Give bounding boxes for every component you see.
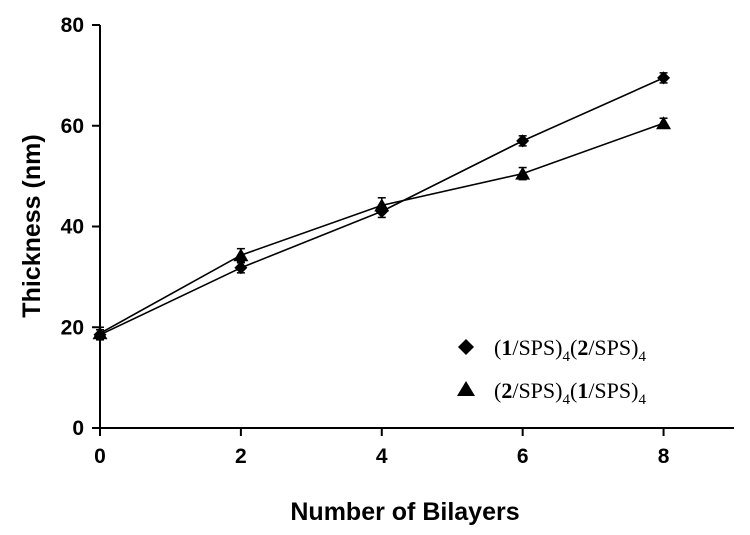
series-line xyxy=(99,122,664,334)
data-point xyxy=(233,248,249,262)
data-point xyxy=(234,261,248,275)
y-tick-label: 80 xyxy=(61,14,84,37)
legend-item-1: (1/SPS)4(2/SPS)4 xyxy=(458,335,646,365)
data-point xyxy=(656,116,672,130)
diamond-icon xyxy=(458,339,474,355)
triangle-icon xyxy=(457,381,475,396)
data-point xyxy=(516,134,530,148)
y-axis-title: Thickness (nm) xyxy=(18,134,46,317)
legend-item-2: (2/SPS)4(1/SPS)4 xyxy=(457,378,646,408)
x-tick-label: 2 xyxy=(235,445,247,468)
data-point xyxy=(374,198,390,212)
y-tick-label: 40 xyxy=(61,216,84,239)
legend: (1/SPS)4(2/SPS)4 (2/SPS)4(1/SPS)4 xyxy=(457,335,646,408)
data-point xyxy=(515,166,531,180)
x-tick-label: 8 xyxy=(658,445,670,468)
data-point xyxy=(92,326,108,340)
series-2 xyxy=(92,116,672,341)
x-tick-label: 4 xyxy=(376,445,388,468)
series-layer xyxy=(92,71,672,342)
legend-label-2: (2/SPS)4(1/SPS)4 xyxy=(494,378,646,408)
axes xyxy=(99,25,734,429)
x-axis-title: Number of Bilayers xyxy=(290,498,519,526)
x-tick-label: 0 xyxy=(94,445,106,468)
data-point xyxy=(657,71,671,85)
y-tick-label: 60 xyxy=(61,115,84,138)
legend-label-1: (1/SPS)4(2/SPS)4 xyxy=(494,335,646,365)
y-tick-label: 0 xyxy=(72,417,84,440)
x-tick-label: 6 xyxy=(517,445,529,468)
y-tick-label: 20 xyxy=(61,316,84,339)
